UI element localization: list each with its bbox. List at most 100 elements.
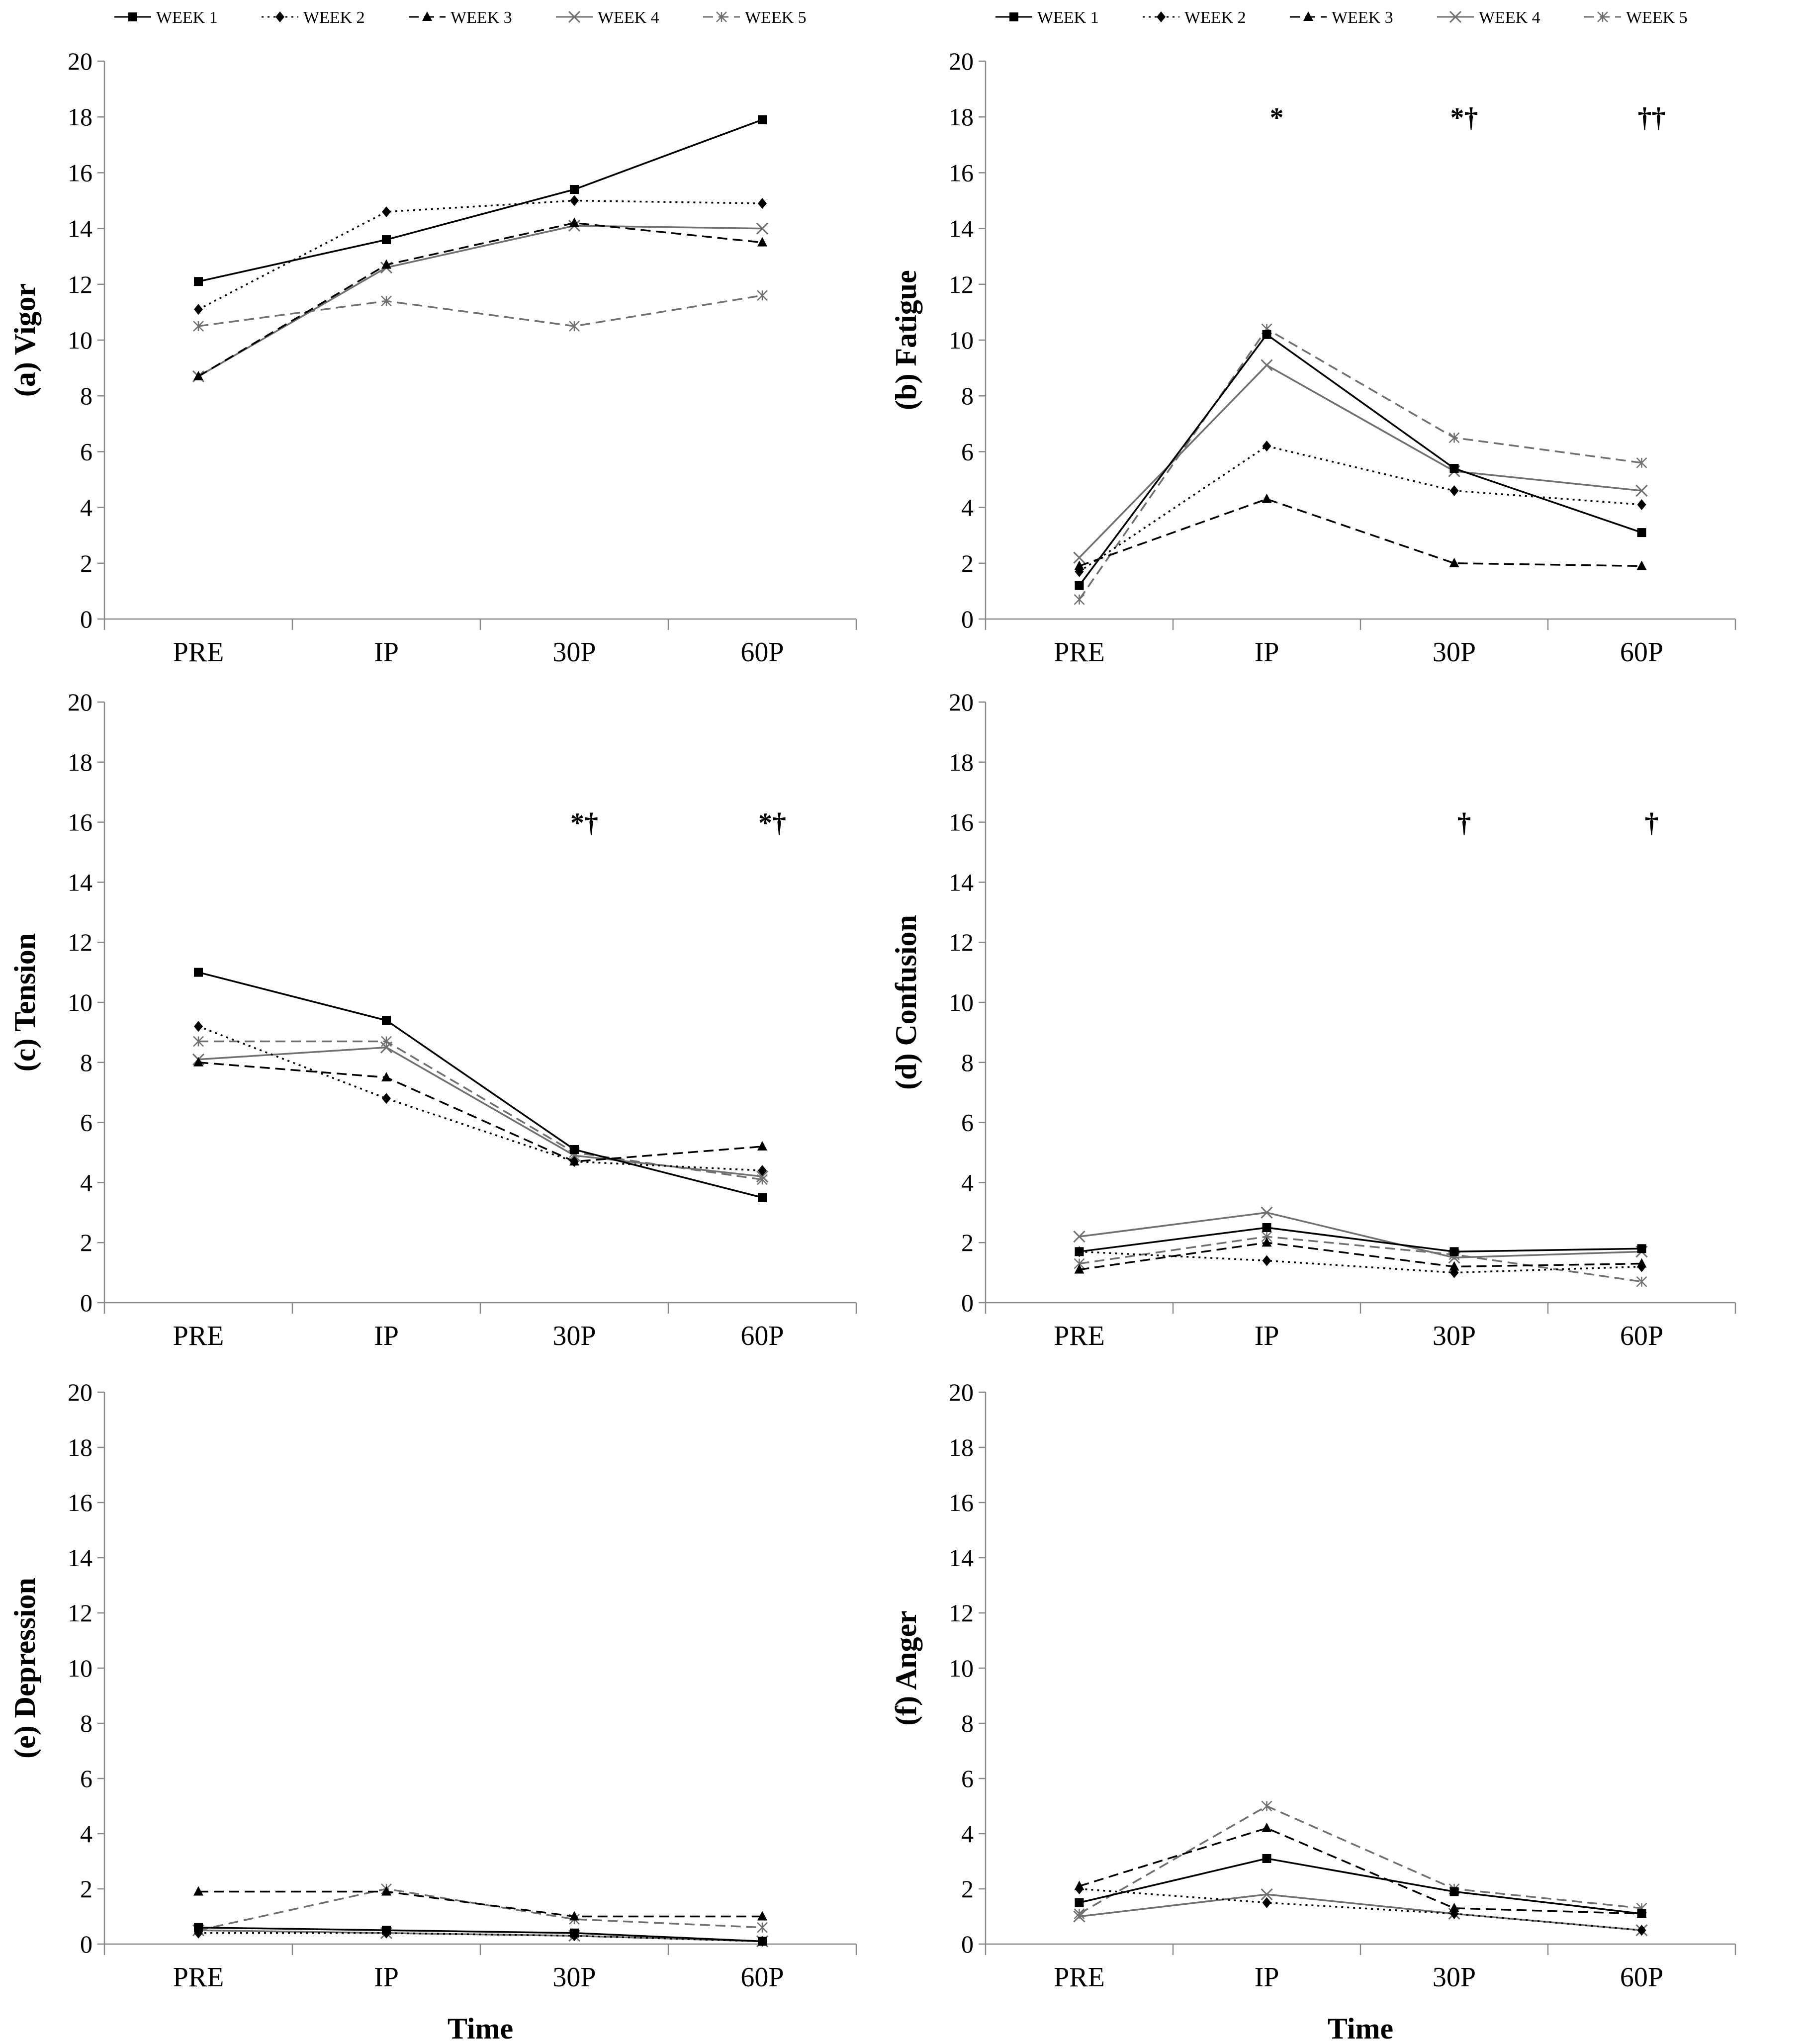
y-tick-label: 18 — [949, 1433, 974, 1461]
y-tick-label: 8 — [961, 382, 974, 410]
series-week-1 — [1075, 1223, 1646, 1256]
x-axis-title: Time — [1328, 2012, 1393, 2044]
series-line — [1079, 1212, 1642, 1259]
series-week-2 — [194, 195, 767, 315]
data-point — [1449, 464, 1459, 473]
data-point — [1075, 581, 1084, 590]
x-tick-label: IP — [374, 1321, 399, 1351]
series-week-1 — [1075, 330, 1646, 590]
series-week-4 — [1073, 1888, 1648, 1937]
data-point — [1074, 560, 1085, 570]
legend-item: WEEK 3 — [1290, 8, 1393, 27]
series-week-2 — [1075, 441, 1646, 577]
series-line — [198, 199, 763, 310]
y-tick-label: 0 — [80, 605, 92, 633]
y-tick-label: 18 — [949, 103, 974, 131]
data-point — [382, 235, 391, 245]
significance-marker: *† — [1450, 102, 1478, 133]
y-tick-label: 14 — [68, 1544, 92, 1572]
y-tick-label: 20 — [68, 688, 92, 716]
significance-marker: * — [1270, 102, 1284, 133]
chart-panel: 0 2 4 6 8 10 12 14 16 18 20 PRE IP 30P 60P (f) Anger Tim… — [890, 1378, 1736, 2044]
data-point — [1636, 457, 1647, 468]
x-tick-label: 30P — [1433, 1321, 1476, 1351]
series-week-3 — [193, 1886, 767, 1921]
y-tick-label: 18 — [68, 103, 92, 131]
legend-label: WEEK 1 — [156, 8, 218, 27]
data-point — [758, 115, 767, 124]
legend-item: WEEK 2 — [1143, 8, 1246, 27]
data-point — [1635, 484, 1648, 497]
legend-marker — [716, 11, 727, 22]
legend-item: WEEK 2 — [262, 8, 365, 27]
x-tick-label: PRE — [1054, 1321, 1105, 1351]
y-axis-title: (e) Depression — [8, 1578, 41, 1759]
y-tick-label: 2 — [80, 1875, 92, 1903]
series-line — [1079, 364, 1642, 558]
legend-label: WEEK 5 — [1626, 8, 1688, 27]
legend-item: WEEK 5 — [703, 8, 807, 27]
data-point — [193, 1057, 203, 1066]
y-tick-label: 16 — [68, 808, 92, 836]
data-point — [380, 1041, 393, 1054]
data-point — [1073, 551, 1085, 564]
series-week-2 — [1075, 1246, 1646, 1278]
data-point — [1448, 432, 1460, 444]
y-tick-label: 14 — [68, 215, 92, 243]
data-point — [1075, 1247, 1084, 1256]
x-tick-label: 60P — [740, 637, 784, 668]
y-tick-label: 4 — [961, 1820, 974, 1848]
data-point — [193, 1036, 204, 1047]
legend-top-right: WEEK 1 WEEK 2 WEEK 3 WEEK 4 WEEK 5 — [995, 8, 1688, 27]
y-tick-label: 8 — [80, 382, 92, 410]
y-tick-label: 10 — [949, 326, 974, 354]
chart-panel: 0 2 4 6 8 10 12 14 16 18 20 PRE IP 30P 60P (a) Vigor — [8, 47, 857, 668]
y-tick-label: 4 — [961, 494, 974, 522]
y-axis-title: (a) Vigor — [8, 283, 41, 397]
y-tick-label: 2 — [80, 1229, 92, 1256]
legend-marker — [1597, 11, 1608, 22]
data-point — [1262, 1854, 1271, 1863]
series-line — [198, 222, 763, 377]
legend-label: WEEK 2 — [303, 8, 365, 27]
series-line — [198, 1062, 763, 1162]
legend-marker — [1303, 11, 1313, 21]
series-week-1 — [194, 968, 767, 1202]
y-tick-label: 18 — [949, 748, 974, 776]
data-point — [382, 1016, 391, 1025]
legend-item: WEEK 5 — [1584, 8, 1688, 27]
data-point — [382, 1926, 391, 1935]
data-point — [1261, 1888, 1273, 1901]
data-point — [194, 968, 203, 977]
data-point — [1262, 1897, 1271, 1908]
data-point — [1449, 1247, 1459, 1256]
series-line — [1079, 1888, 1642, 1931]
legend-marker — [1157, 11, 1166, 22]
data-point — [1262, 330, 1271, 339]
data-point — [1637, 528, 1646, 537]
series-line — [1079, 1827, 1642, 1915]
y-tick-label: 20 — [68, 1378, 92, 1406]
data-point — [1073, 1231, 1085, 1243]
x-tick-label: 30P — [1433, 1962, 1476, 1993]
series-week-4 — [1073, 359, 1648, 564]
x-tick-label: IP — [1255, 1321, 1279, 1351]
chart-panel: 0 2 4 6 8 10 12 14 16 18 20 PRE IP 30P 60P (e) Depressi… — [8, 1378, 857, 2044]
data-point — [1075, 566, 1084, 577]
data-point — [193, 1886, 203, 1896]
data-point — [757, 237, 767, 247]
y-tick-label: 20 — [949, 688, 974, 716]
series-week-3 — [1074, 493, 1647, 570]
series-line — [198, 1932, 763, 1943]
series-week-5 — [1074, 323, 1647, 605]
series-week-5 — [193, 1036, 768, 1185]
data-point — [1261, 1800, 1272, 1812]
y-tick-label: 6 — [961, 1109, 974, 1137]
significance-marker: *† — [570, 808, 598, 839]
x-tick-label: IP — [374, 637, 399, 668]
y-tick-label: 8 — [961, 1709, 974, 1737]
x-tick-label: 60P — [1620, 637, 1663, 668]
data-point — [570, 1145, 579, 1154]
data-point — [194, 304, 203, 315]
legend-item: WEEK 1 — [995, 8, 1099, 27]
